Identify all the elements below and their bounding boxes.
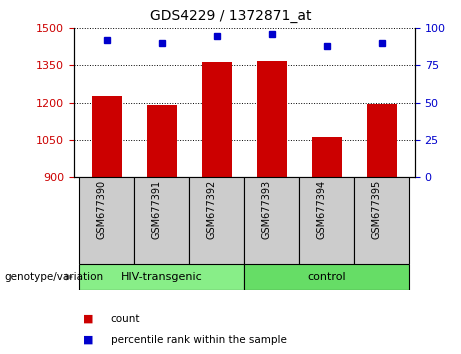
Text: GSM677393: GSM677393 bbox=[262, 179, 272, 239]
Text: GSM677391: GSM677391 bbox=[152, 179, 162, 239]
Text: HIV-transgenic: HIV-transgenic bbox=[121, 272, 203, 282]
Text: ■: ■ bbox=[83, 314, 94, 324]
Text: GSM677394: GSM677394 bbox=[317, 179, 327, 239]
Bar bbox=[134, 177, 189, 264]
Bar bbox=[257, 61, 287, 177]
Bar bbox=[202, 62, 232, 177]
Text: genotype/variation: genotype/variation bbox=[5, 272, 104, 282]
Text: control: control bbox=[307, 272, 346, 282]
Bar bbox=[79, 177, 134, 264]
Bar bbox=[147, 105, 177, 177]
Bar bbox=[367, 104, 397, 177]
Text: GSM677390: GSM677390 bbox=[97, 179, 107, 239]
Bar bbox=[244, 177, 299, 264]
Bar bbox=[92, 96, 122, 177]
Text: ■: ■ bbox=[83, 335, 94, 345]
Bar bbox=[312, 137, 342, 177]
Bar bbox=[79, 264, 244, 290]
Text: GDS4229 / 1372871_at: GDS4229 / 1372871_at bbox=[150, 9, 311, 23]
Bar bbox=[244, 264, 409, 290]
Text: count: count bbox=[111, 314, 140, 324]
Text: GSM677392: GSM677392 bbox=[207, 179, 217, 239]
Bar bbox=[355, 177, 409, 264]
Text: GSM677395: GSM677395 bbox=[372, 179, 382, 239]
Bar bbox=[299, 177, 355, 264]
Text: percentile rank within the sample: percentile rank within the sample bbox=[111, 335, 287, 345]
Bar bbox=[189, 177, 244, 264]
